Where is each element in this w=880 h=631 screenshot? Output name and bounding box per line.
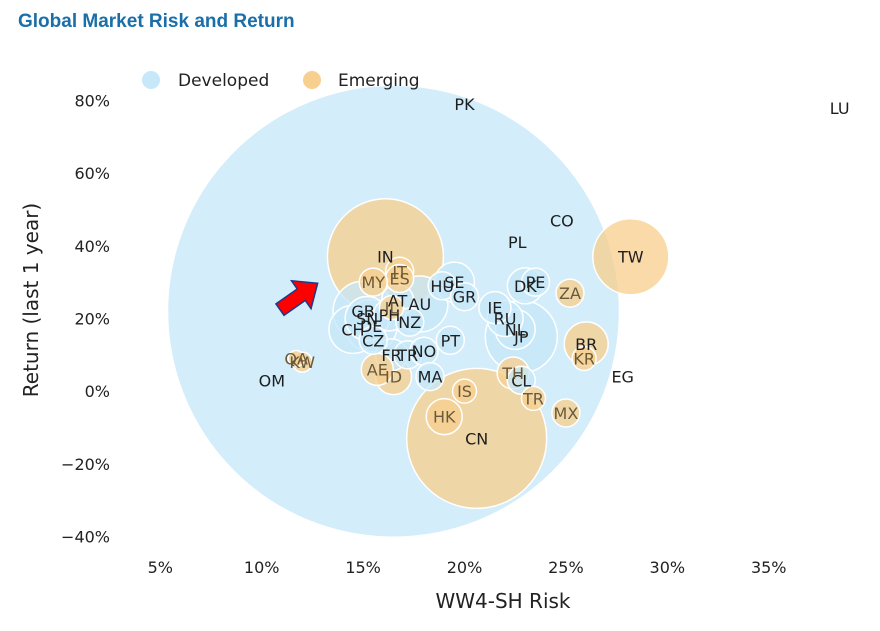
bubble-tw [592,217,670,296]
point-label-co: CO [550,211,574,230]
y-tick-label: −40% [61,527,110,546]
point-label-qa: QA [284,349,308,368]
y-tick-label: 60% [74,164,110,183]
point-label-no: NO [412,342,437,361]
legend: Developed Emerging [142,71,420,91]
legend-developed-swatch [142,71,160,89]
bubble-il [378,294,405,321]
y-tick-label: 80% [74,92,110,111]
bubble-gr [449,281,480,312]
bubble-pt [435,325,466,356]
point-label-nl: NL [505,320,526,339]
point-label-at: AT [388,291,408,310]
point-label-cl: CL [511,371,531,390]
bubble-mx [551,398,581,428]
y-tick-label: 20% [74,310,110,329]
bubble-tr [520,385,547,412]
x-axis-ticks: 5% 10% 15% 20% 25% 30% 35% [148,558,787,577]
point-label-it: IT [392,262,407,281]
point-label-br: BR [575,335,597,354]
point-label-de: DE [360,317,382,336]
point-label-tr: TR [396,346,418,365]
bubble-qa [287,349,305,368]
point-label-in: IN [377,248,394,267]
point-label-is: IS [457,382,472,401]
y-axis-ticks: 80% 60% 40% 20% 0% −20% −40% [61,92,110,547]
point-label-dk: DK [514,277,537,296]
bubble-layer [166,84,670,538]
point-label-fr: FR [381,346,401,365]
point-label-kr: KR [573,349,595,368]
x-tick-label: 30% [650,558,686,577]
x-tick-label: 35% [751,558,787,577]
point-label-pl: PL [508,233,527,252]
point-label-cn: CN [465,429,488,448]
point-label-za: ZA [559,284,581,303]
point-label-nz: NZ [398,313,421,332]
bubble-nz [394,307,425,337]
point-label-om: OM [259,371,285,390]
point-label-ma: MA [418,368,443,387]
point-label-pt: PT [441,331,461,350]
bubble-pe [520,267,551,297]
point-label-ch: CH [341,320,364,339]
bubble-hk [425,397,463,436]
point-label-hk: HK [433,408,456,427]
point-label-tw: TW [617,248,644,267]
point-label-ru: RU [494,310,517,329]
chart-title: Global Market Risk and Return [18,11,295,32]
y-tick-label: −20% [61,455,110,474]
point-label-gb: GB [351,302,374,321]
bubble-is [451,378,478,404]
point-label-es: ES [389,270,409,289]
bubble-cz [358,325,388,356]
point-label-au: AU [409,295,432,314]
point-label-ph: PH [379,306,401,325]
point-label-il: IL [385,299,399,318]
point-label-se: SE [444,273,464,292]
point-label-gr: GR [453,288,477,307]
bubble-za [555,278,585,308]
point-label-lu: LU [830,99,850,118]
x-tick-label: 20% [447,558,483,577]
point-label-id: ID [385,368,402,387]
point-label-th: TH [501,364,524,383]
legend-developed-label: Developed [178,71,269,91]
point-label-eg: EG [611,368,634,387]
bubble-my [358,267,388,297]
x-tick-label: 25% [548,558,584,577]
point-label-tr: TR [522,389,544,408]
point-label-mx: MX [554,404,579,423]
point-label-hu: HU [430,277,454,296]
legend-emerging-label: Emerging [338,71,420,91]
y-tick-label: 40% [74,237,110,256]
x-tick-label: 5% [148,558,173,577]
point-label-pk: PK [454,95,475,114]
x-tick-label: 10% [244,558,280,577]
y-axis-title: Return (last 1 year) [19,203,43,397]
point-label-kw: KW [289,353,315,372]
point-label-ie: IE [488,299,503,318]
y-tick-label: 0% [85,382,110,401]
x-axis-title: WW4-SH Risk [435,589,570,613]
bubble-ma [415,361,445,392]
bubble-kr [571,345,597,372]
point-label-pe: PE [526,273,546,292]
point-label-ae: AE [367,360,388,379]
point-label-jp: JP [513,328,529,347]
point-label-sn: SN [356,310,378,329]
bubble-ie [478,290,512,325]
point-label-cz: CZ [362,331,384,350]
red-arrow-icon [274,279,319,317]
x-tick-label: 15% [345,558,381,577]
point-label-my: MY [361,273,385,292]
legend-emerging-swatch [303,71,321,89]
